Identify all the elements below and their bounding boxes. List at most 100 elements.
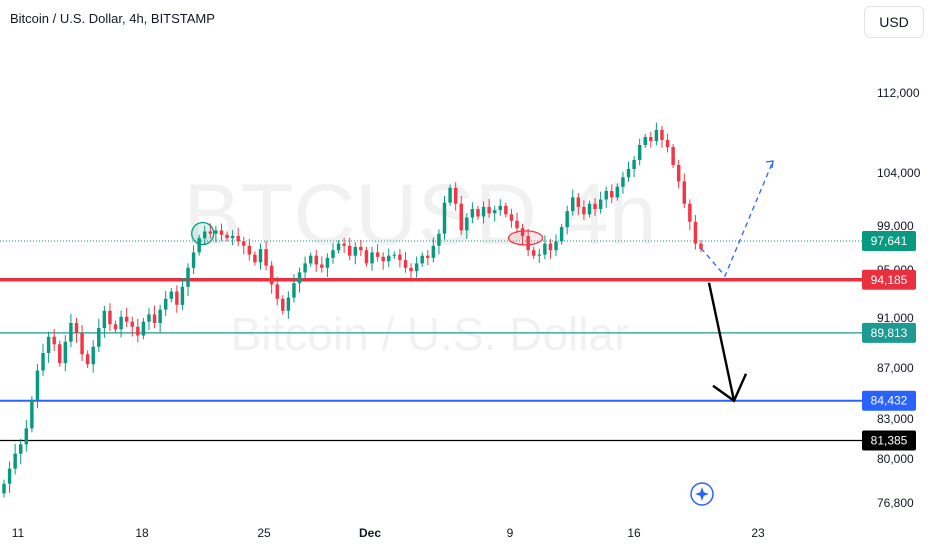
candle-body [24,428,29,445]
candle-body [314,255,318,265]
x-tick-label: 16 [627,526,641,540]
candle-body [649,137,653,141]
candle-body [537,254,542,256]
candle-body [571,197,575,212]
candle-body [286,297,291,311]
watermark-symbol: BTCUSD 4h [183,167,656,263]
candle-body [676,165,681,182]
candle-body [465,217,469,231]
candle-body [459,203,463,231]
candle-body [347,245,352,256]
price-label-box [862,269,916,290]
candle-body [526,235,530,251]
candle-body [409,267,413,272]
candle-body [481,206,486,217]
candle-body [621,177,625,187]
candle-body [587,203,592,215]
candle-body [504,205,508,215]
candle-body [453,187,458,204]
candle-body [191,252,196,268]
candle-body [91,346,95,365]
watermark-name: Bitcoin / U.S. Dollar [231,308,630,360]
candle-body [113,324,118,330]
price-label-box [862,390,916,411]
candle-body [58,344,62,363]
candle-body [175,291,179,305]
y-tick-label: 80,000 [877,452,914,466]
candle-body [297,272,302,284]
price-label-box [862,430,916,451]
x-tick-label: 18 [135,526,149,540]
candle-body [392,254,397,256]
projection-down-arrowhead [712,373,748,403]
candle-body [381,256,385,262]
projection-up-arrowhead [765,160,774,169]
price-label: 97,641 [871,234,908,248]
candle-body [442,202,447,234]
candle-body [331,250,335,258]
candle-body [230,235,235,239]
x-tick-label: 9 [507,526,514,540]
candle-body [548,243,553,251]
candle-body [130,321,134,327]
price-label: 81,385 [871,434,908,448]
candle-body [158,309,162,323]
candle-body [610,191,614,198]
candle-body [520,228,525,236]
candle-body [119,316,123,330]
candle-body [498,205,502,211]
candle-body [102,310,107,328]
candle-body [108,310,112,325]
candle-body [180,286,185,305]
candle-body [531,250,536,256]
candle-body [336,243,341,251]
candle-body [654,130,659,141]
candle-body [403,260,408,268]
candle-body [7,468,12,484]
candle-body [2,483,6,494]
candle-body [414,263,419,272]
candle-body [615,186,620,198]
candle-body [275,284,279,299]
candle-body [97,328,101,347]
candle-body [74,323,79,333]
candle-body [431,245,436,258]
candle-body [470,209,475,218]
chart-title: Bitcoin / U.S. Dollar, 4h, BITSTAMP [10,11,215,26]
price-label: 89,813 [871,326,908,340]
y-tick-label: 104,000 [877,166,921,180]
candle-body [420,255,424,264]
candle-body [80,333,84,355]
candle-body [281,298,285,311]
candle-body [214,230,218,234]
x-axis: 11 18 25 Dec 9 16 23 [12,526,765,540]
candle-body [626,169,631,178]
currency-button[interactable]: USD [864,6,924,38]
candle-body [13,453,17,469]
candle-body [152,314,157,323]
projection-up-path [700,160,774,278]
y-tick-label: 83,000 [877,412,914,426]
goto-realtime-icon[interactable] [690,482,714,506]
candle-body [370,252,374,264]
candle-body [448,187,452,203]
price-label-box [862,322,916,343]
candle-body [203,231,207,239]
candle-body [264,249,268,266]
candle-body [141,321,146,336]
candle-body [682,181,687,204]
candle-body [247,245,252,255]
candle-body [236,235,240,242]
y-tick-label: 76,800 [877,496,914,510]
candle-body [18,444,23,454]
candle-body [437,233,441,246]
x-tick-label: 25 [257,526,271,540]
candle-body [582,206,586,215]
candle-body [35,370,40,400]
candle-body [269,265,274,285]
candle-body [660,130,664,140]
candle-body [253,254,257,263]
candle-body [197,238,201,253]
candle-body [492,210,497,214]
